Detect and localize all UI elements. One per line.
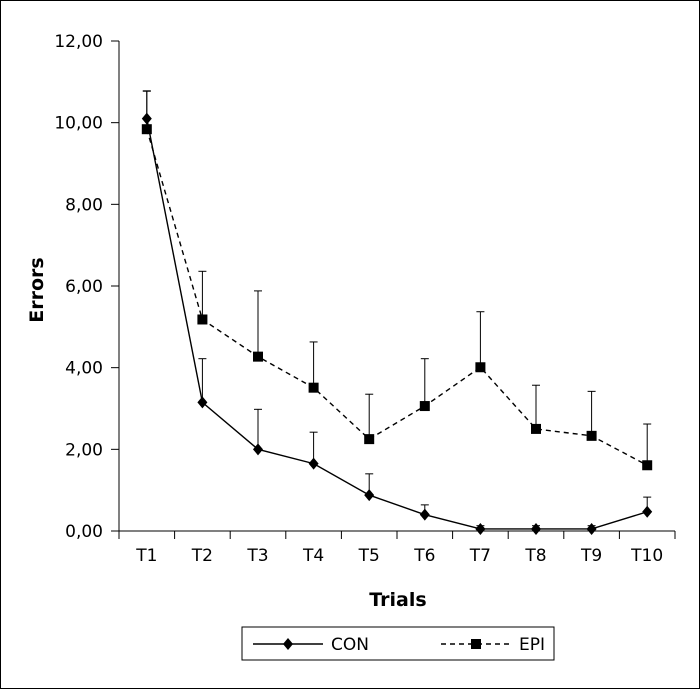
- series-epi-point: [642, 460, 653, 471]
- series-layer: [141, 90, 653, 535]
- series-con-point: [586, 522, 597, 535]
- x-tick-label: T9: [580, 546, 602, 566]
- y-tick-label: 6,00: [65, 277, 103, 297]
- series-con-point: [642, 505, 653, 518]
- series-epi-point: [197, 314, 208, 325]
- y-tick-label: 2,00: [65, 440, 103, 460]
- y-tick-label: 0,00: [65, 522, 103, 542]
- series-con-point: [197, 396, 208, 409]
- x-tick-label: T4: [302, 546, 324, 566]
- y-tick-label: 12,00: [54, 32, 103, 52]
- series-con-line: [146, 118, 648, 530]
- series-epi-line: [146, 129, 648, 466]
- x-tick-label: T2: [191, 546, 213, 566]
- series-epi-error-bars: [142, 90, 652, 466]
- series-con-point: [531, 522, 541, 535]
- series-epi-point: [419, 401, 430, 412]
- y-tick-label: 4,00: [65, 359, 103, 379]
- legend-item-epi: EPI: [441, 635, 545, 655]
- series-epi-point: [475, 362, 486, 373]
- legend-marker-con: [283, 638, 293, 650]
- x-tick-label: T8: [524, 546, 546, 566]
- series-con-point: [364, 489, 375, 502]
- legend: CON EPI: [241, 626, 555, 661]
- legend-marker-epi: [471, 639, 481, 649]
- series-epi-point: [586, 430, 597, 441]
- x-tick-label: T3: [246, 546, 268, 566]
- series-epi-point: [531, 423, 541, 434]
- y-tick-label: 10,00: [54, 114, 103, 134]
- x-tick-label: T10: [630, 546, 663, 566]
- series-con-point: [308, 457, 319, 470]
- x-tick-label: T7: [469, 546, 491, 566]
- series-con-point: [141, 112, 152, 125]
- x-axis-ticks: T1 T2 T3 T4 T5 T6 T7 T8 T9 T10: [118, 531, 676, 566]
- x-tick-label: T1: [135, 546, 157, 566]
- series-con-point: [475, 522, 486, 535]
- series-epi-point: [141, 124, 152, 135]
- series-con: [141, 112, 653, 535]
- series-con-error-bars: [142, 90, 652, 529]
- legend-label-epi: EPI: [519, 635, 545, 655]
- series-con-point: [253, 443, 263, 456]
- y-axis-title: Errors: [26, 257, 48, 322]
- legend-item-con: CON: [253, 635, 369, 655]
- x-tick-label: T6: [413, 546, 435, 566]
- series-epi: [141, 124, 653, 471]
- y-axis-ticks: 0,00 2,00 4,00 6,00 8,00 10,00 12,00: [54, 32, 119, 542]
- legend-label-con: CON: [331, 635, 369, 655]
- series-epi-point: [364, 434, 375, 445]
- y-tick-label: 8,00: [65, 195, 103, 215]
- series-con-point: [419, 508, 430, 521]
- series-epi-point: [308, 382, 319, 393]
- x-axis-title: Trials: [369, 589, 426, 611]
- x-tick-label: T5: [358, 546, 380, 566]
- series-epi-point: [253, 351, 263, 362]
